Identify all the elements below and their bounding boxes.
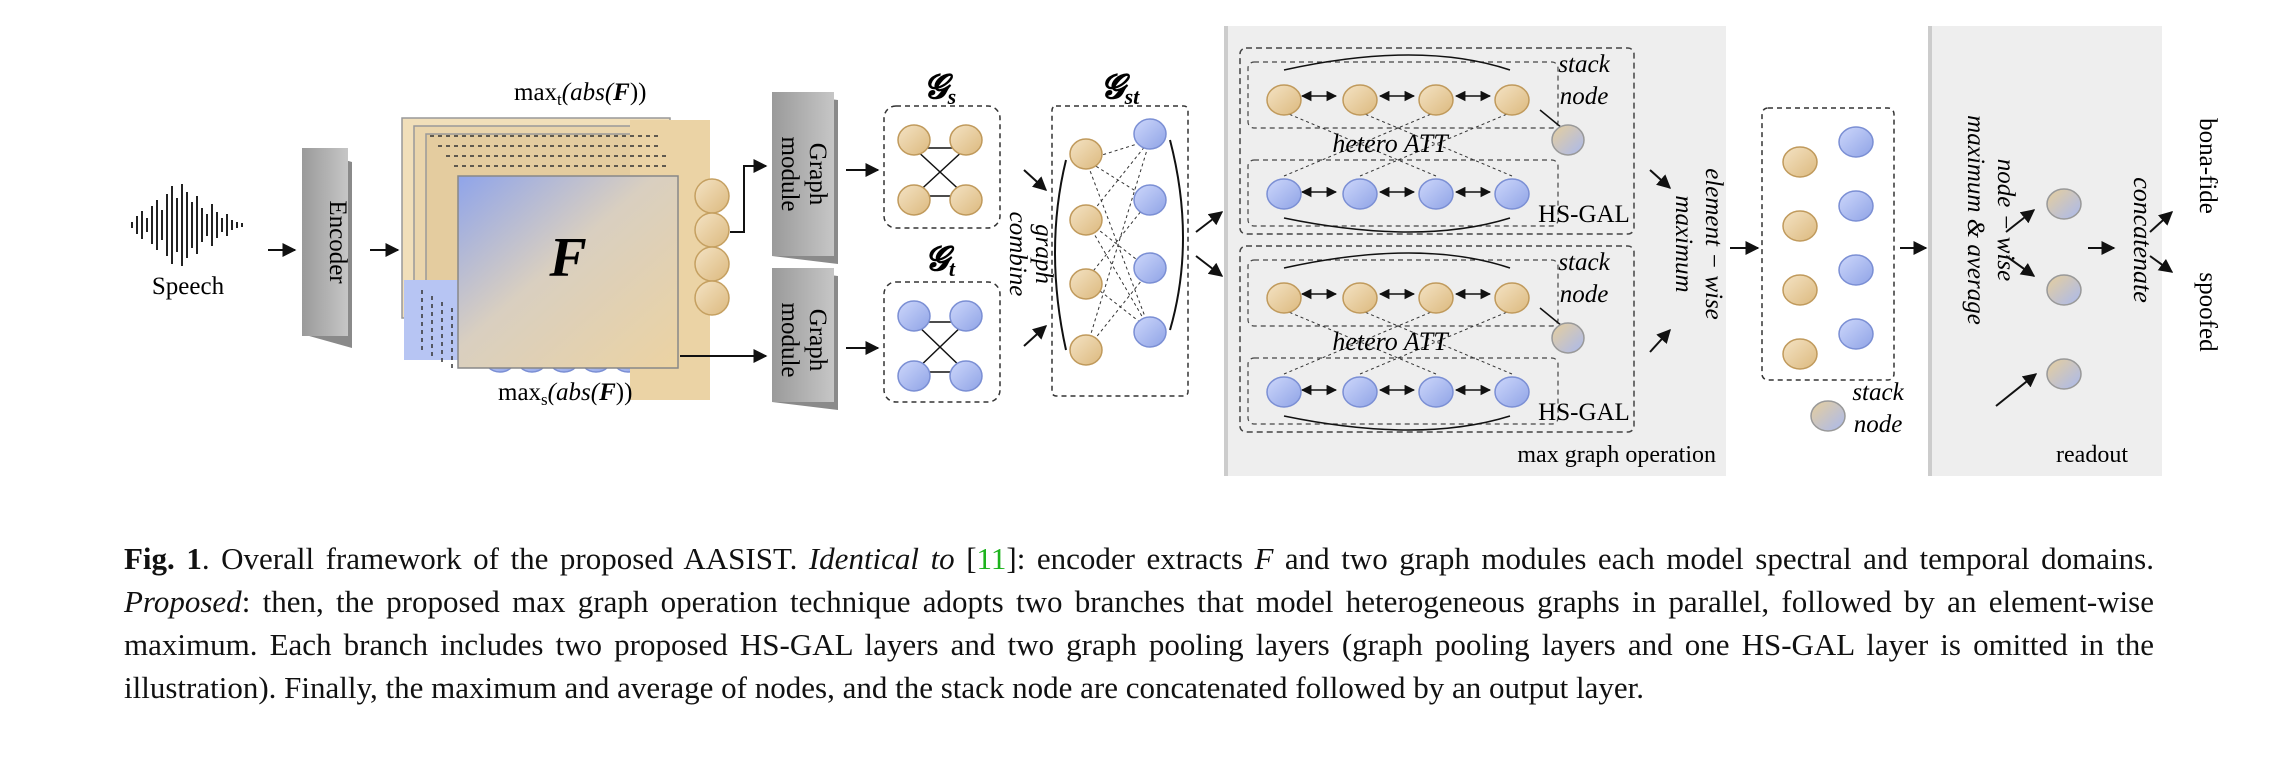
concatenate-label: concatenate (2128, 177, 2157, 303)
framework-diagram: Speech Encoder (131, 26, 2221, 476)
stack-node-label: stack node (1852, 379, 1904, 438)
hs-gal-branch-bottom: hetero ATT stack node HS-GAL (1239, 245, 1635, 433)
speech-label: Speech (152, 273, 225, 300)
figure-number: Fig. 1 (124, 541, 202, 576)
stack-node-icon (1551, 124, 1585, 156)
max-graph-operation-panel: max graph operation (1224, 26, 1727, 476)
max-s-label: maxs(abs(F)) (498, 379, 632, 409)
stack-node-icon (1551, 322, 1585, 354)
figure-caption: Fig. 1. Overall framework of the propose… (124, 541, 2154, 705)
bona-fide-label: bona-fide (2194, 118, 2221, 214)
combined-graph (1051, 105, 1189, 397)
hs-gal-branch-top: hetero ATT stack node HS-GAL (1239, 47, 1635, 235)
stack-node-label: stack node (1558, 51, 1610, 110)
gs-label: 𝓖s (924, 69, 956, 109)
encoder-block: Encoder (302, 148, 352, 348)
gst-label: 𝓖st (1101, 69, 1140, 109)
graph-module-temporal: Graphmodule (772, 268, 838, 410)
spectral-graph (883, 105, 1001, 229)
result-graph: stack node (1761, 107, 1905, 438)
max-graph-operation-label: max graph operation (1517, 442, 1716, 468)
speech-waveform-icon (131, 184, 243, 266)
readout-label: readout (2056, 442, 2128, 468)
gt-label: 𝓖t (925, 241, 956, 281)
hetero-att-label: hetero ATT (1332, 327, 1449, 356)
feature-F-label: F (548, 227, 586, 289)
hs-gal-label: HS-GAL (1538, 201, 1630, 228)
encoder-label: Encoder (324, 200, 351, 284)
hetero-att-label: hetero ATT (1332, 129, 1449, 158)
max-t-label: maxt(abs(F)) (514, 79, 647, 109)
graph-module-label: Graphmodule (776, 303, 831, 378)
graph-module-label: Graphmodule (776, 137, 831, 212)
feature-tensor: F (401, 117, 730, 400)
spoofed-label: spoofed (2194, 272, 2221, 352)
stack-node-icon (1810, 400, 1846, 432)
temporal-graph (883, 281, 1001, 403)
hs-gal-label: HS-GAL (1538, 399, 1630, 426)
readout-panel: readout node − wisemaximum & average con… (1928, 26, 2162, 476)
graph-combine-label: graphcombine (1004, 212, 1057, 297)
graph-module-spectral: Graphmodule (772, 92, 838, 264)
node-wise-label: node − wisemaximum & average (1962, 115, 2019, 325)
element-wise-maximum-label: element − wisemaximum (1670, 168, 1727, 320)
citation-link[interactable]: 11 (976, 541, 1007, 576)
stack-node-label: stack node (1558, 249, 1610, 308)
